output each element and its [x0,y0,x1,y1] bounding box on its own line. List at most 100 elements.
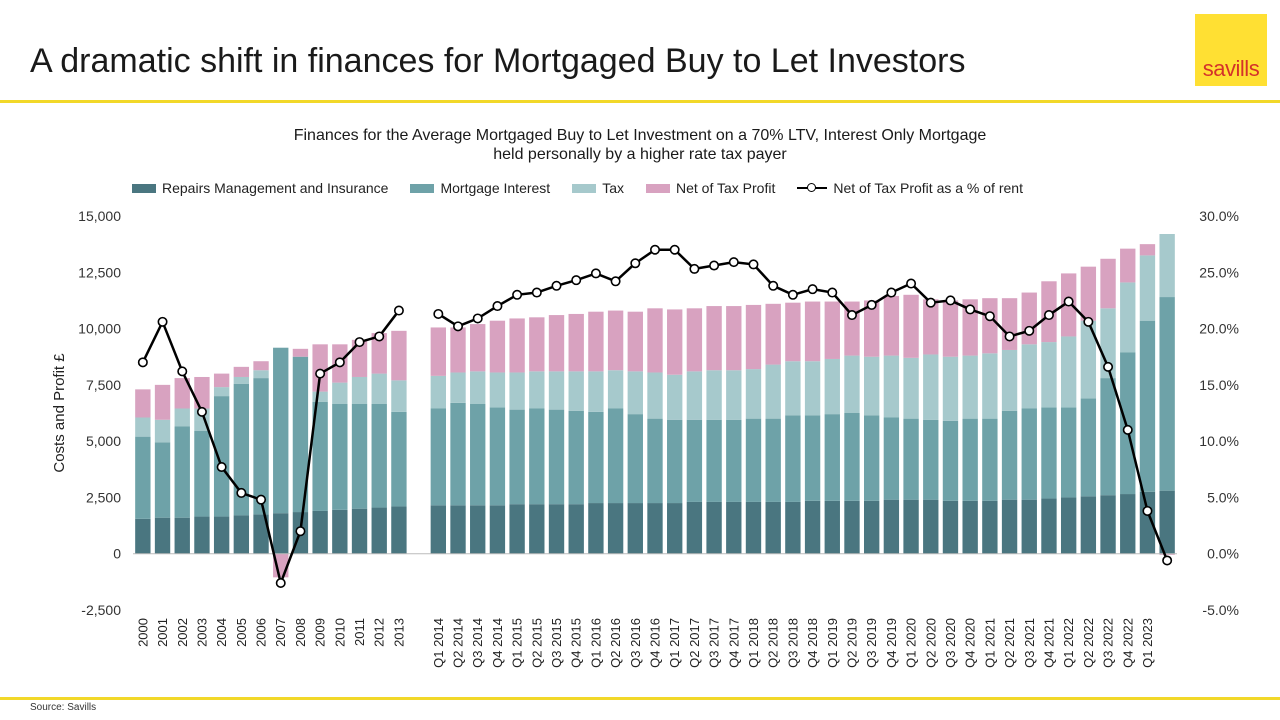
bar-repairs [332,509,348,554]
pct-point [827,287,838,298]
bar-mortgage [1120,352,1136,495]
y-tick-label: 7,500 [86,377,121,393]
title-divider [0,100,1280,103]
bar-profit [233,366,250,377]
bar-mortgage [706,419,722,502]
bar-tax [962,355,978,419]
pct-point [492,301,503,312]
bar-mortgage [351,403,368,509]
bar-repairs [804,500,821,554]
source-note: Source: Savills [30,702,97,713]
bar-repairs [864,500,880,554]
x-tick-label: 2006 [254,618,269,647]
bar-repairs [647,503,663,554]
bar-mortgage [135,436,151,519]
x-tick-label: Q1 2020 [904,618,919,668]
pct-point [236,487,247,498]
bar-repairs [233,515,250,554]
legend-label-repairs: Repairs Management and Insurance [162,180,389,196]
pct-point [728,257,739,268]
bar-profit [1100,258,1116,309]
pct-point [866,299,877,310]
x-tick-label: 2012 [372,618,387,647]
bar-repairs [726,501,742,554]
pct-point [945,295,956,306]
bar-tax [647,372,663,419]
legend-label-profit: Net of Tax Profit [676,180,776,196]
pct-point [886,287,897,298]
bar-tax [529,371,545,409]
x-tick-label: Q1 2018 [746,618,761,668]
x-tick-label: Q3 2016 [628,618,643,668]
bar-repairs [903,499,919,554]
bar-profit [883,295,900,356]
pct-point [551,280,562,291]
bar-repairs [588,503,604,554]
bar-repairs [1001,499,1018,554]
x-tick-label: Q1 2022 [1061,618,1076,668]
bar-repairs [568,504,584,554]
pct-point [1083,316,1094,327]
bar-profit [1139,244,1156,256]
bar-tax [489,372,506,408]
pct-point [1142,505,1153,516]
x-tick-label: Q1 2023 [1140,618,1155,668]
pct-point [157,316,168,327]
y-tick-label: 10,000 [78,321,121,337]
bar-profit [568,313,584,372]
bar-profit [982,298,998,354]
x-tick-label: 2002 [175,618,190,647]
pct-point [295,526,306,537]
bar-profit [627,311,643,372]
bar-tax [154,419,171,443]
x-tick-label: Q4 2019 [884,618,899,668]
bar-repairs [213,516,230,554]
bar-repairs [706,501,722,554]
bar-repairs [745,501,762,554]
bar-profit [903,294,919,358]
x-tick-label: Q3 2015 [549,618,564,668]
bar-mortgage [273,347,289,514]
x-tick-label: Q3 2022 [1101,618,1116,668]
bar-mortgage [844,413,860,501]
legend-item-repairs: Repairs Management and Insurance [132,180,388,196]
y-tick-label: 15,000 [78,208,121,224]
bar-repairs [1139,491,1156,554]
bar-tax [706,370,722,420]
bar-mortgage [1100,378,1116,496]
bar-tax [332,382,348,404]
y2-tick-label: 20.0% [1199,321,1239,337]
bar-repairs [1021,499,1037,554]
bar-repairs [942,500,959,554]
bar-profit [253,361,269,371]
bar-mortgage [470,403,486,506]
bar-tax [883,355,900,418]
bar-repairs [391,506,407,554]
bar-profit [607,310,624,371]
bar-repairs [667,503,683,554]
x-tick-label: 2011 [352,618,367,646]
x-tick-label: Q4 2020 [963,618,978,668]
x-tick-label: 2005 [234,618,249,647]
x-tick-label: 2013 [391,618,406,647]
bar-mortgage [233,383,250,516]
y-tick-label: -2,500 [81,602,121,618]
x-tick-label: Q4 2014 [490,618,505,668]
bar-tax [391,380,407,412]
chart-title-line-1: Finances for the Average Mortgaged Buy t… [293,127,987,144]
bar-mortgage [292,356,309,513]
bar-tax [470,371,486,404]
bar-profit [292,348,309,357]
bar-mortgage [194,431,210,517]
pct-point [1122,424,1133,435]
x-tick-label: Q1 2021 [982,618,997,668]
bar-tax [509,372,525,410]
bar-profit [312,344,328,392]
bar-profit [509,318,525,373]
x-tick-label: Q1 2019 [825,618,840,668]
bar-tax [824,358,840,415]
bar-tax [1060,336,1077,408]
bar-repairs [1041,498,1057,554]
bar-profit [864,300,880,357]
